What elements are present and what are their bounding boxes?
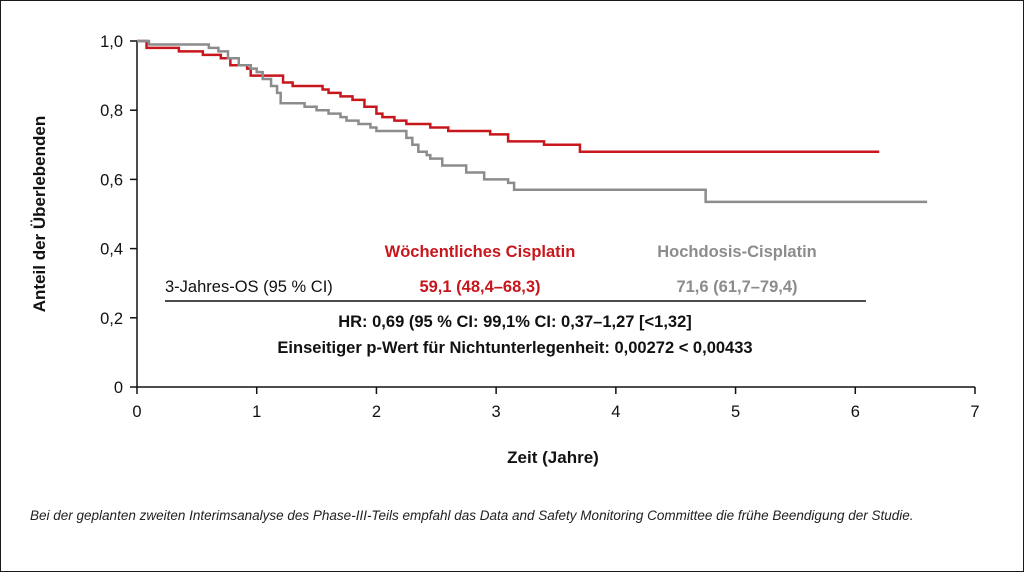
x-tick-label: 1 <box>252 403 261 421</box>
chart-axes <box>136 41 975 388</box>
y-tick-label: 0,8 <box>100 102 123 120</box>
hr-line: HR: 0,69 (95 % CI: 99,1% CI: 0,37–1,27 [… <box>338 313 692 331</box>
x-tick-label: 4 <box>611 403 620 421</box>
y-tick-label: 0 <box>114 379 123 397</box>
y-tick-label: 0,4 <box>100 241 123 259</box>
x-tick-label: 7 <box>970 403 979 421</box>
series-line-highdose <box>137 39 928 204</box>
y-tick-label: 0,6 <box>100 171 123 189</box>
y-tick-label: 0,2 <box>100 310 123 328</box>
value-weekly: 59,1 (48,4–68,3) <box>419 278 540 296</box>
y-axis-label: Anteil der Überlebenden <box>30 116 49 312</box>
legend-header-highdose: Hochdosis-Cisplatin <box>657 243 817 261</box>
x-axis-label: Zeit (Jahre) <box>507 448 599 467</box>
figure-caption: Bei der geplanten zweiten Interimsanalys… <box>30 508 914 523</box>
x-tick-label: 3 <box>492 403 501 421</box>
series-line-weekly <box>137 39 880 153</box>
legend-header-weekly: Wöchentliches Cisplatin <box>385 243 576 261</box>
x-tick-label: 0 <box>132 403 141 421</box>
pvalue-line: Einseitiger p-Wert für Nichtunterlegenhe… <box>277 339 752 357</box>
row-label-3yr-os: 3-Jahres-OS (95 % CI) <box>165 278 333 296</box>
y-tick-label: 1,0 <box>100 33 123 51</box>
y-axis-ticks: 0 0,2 0,4 0,6 0,8 1,0 <box>100 33 137 397</box>
x-tick-label: 6 <box>851 403 860 421</box>
chart-series <box>137 39 928 204</box>
x-tick-label: 2 <box>372 403 381 421</box>
value-highdose: 71,6 (61,7–79,4) <box>676 278 797 296</box>
survival-chart: 0 1 2 3 4 5 6 7 0 0,2 0,4 0,6 0,8 1,0 Zeit (Jahre) A… <box>30 33 980 467</box>
x-tick-label: 5 <box>731 403 740 421</box>
x-axis-ticks: 0 1 2 3 4 5 6 7 <box>132 387 980 421</box>
